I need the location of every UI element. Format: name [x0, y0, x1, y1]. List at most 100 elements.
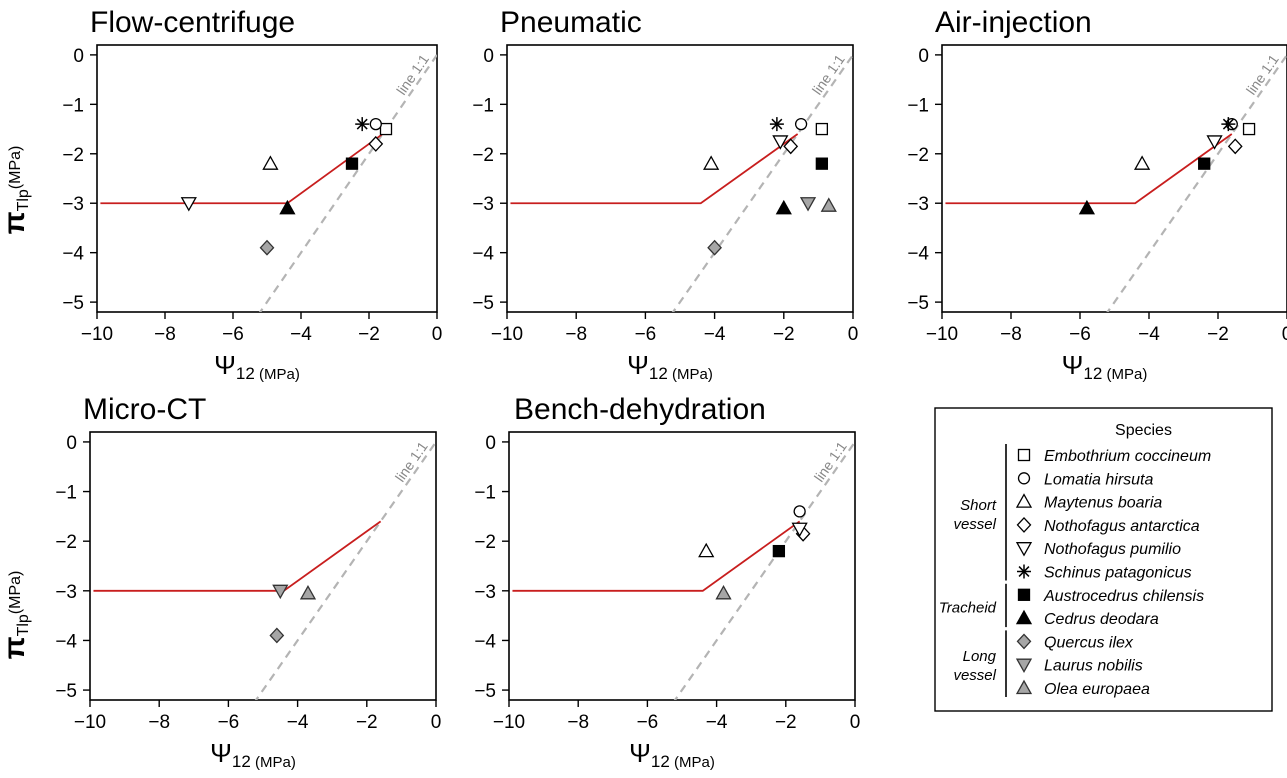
y-tick-label: −5 — [474, 681, 496, 702]
point-austrocedrus-chilensis — [345, 157, 359, 170]
legend-group-label: Short — [960, 497, 997, 514]
legend-marker — [1017, 472, 1031, 485]
legend-marker — [1017, 448, 1031, 462]
point-nothofagus-antarctica — [783, 138, 799, 155]
legend-group-label: vessel — [953, 516, 996, 533]
legend: Species Embothrium coccineum Lomatia hirsu… — [934, 407, 1273, 712]
svg-text:πTlp(MPa): πTlp(MPa) — [0, 146, 32, 235]
y-tick-label: −5 — [62, 293, 84, 314]
y-tick-label: −1 — [62, 95, 84, 116]
point-nothofagus-antarctica — [368, 135, 384, 152]
y-tick-label: −3 — [472, 194, 494, 215]
x-tick-label: 0 — [848, 324, 859, 345]
y-tick-label: −5 — [907, 293, 929, 314]
point-embothrium-coccineum — [379, 122, 393, 136]
y-tick-label: −2 — [55, 532, 77, 553]
panel-air-injection: Air-injection line 1:1 −10 −8 −6 −4 −2 0 0 −1 −2 −3… — [907, 6, 1287, 383]
x-tick-label: −8 — [1000, 324, 1022, 345]
y-tick-label: −4 — [474, 631, 496, 652]
y-tick-label: −1 — [907, 95, 929, 116]
x-tick-label: −10 — [491, 324, 523, 345]
y-tick-label: −2 — [474, 532, 496, 553]
legend-item-label: Maytenus boaria — [1044, 495, 1162, 512]
x-tick-label: −2 — [358, 324, 380, 345]
x-tick-label: −2 — [775, 712, 797, 733]
x-tick-label: −10 — [81, 324, 113, 345]
x-tick-label: −2 — [1207, 324, 1229, 345]
x-tick-label: −8 — [565, 324, 587, 345]
fit-line — [945, 133, 1233, 205]
legend-item-label: Olea europaea — [1044, 681, 1150, 698]
x-axis-label: Ψ12 (MPa) — [214, 350, 300, 383]
legend-title: Species — [1115, 422, 1172, 439]
plot-area: line 1:1 — [93, 438, 436, 700]
y-tick-label: −4 — [55, 631, 77, 652]
panel-flow-centrifuge: Flow-centrifuge line 1:1 −10 −8 −6 −4 −2 0 0 −1 −2… — [0, 6, 442, 383]
legend-item-label: Laurus nobilis — [1044, 658, 1143, 675]
x-tick-label: 0 — [1282, 324, 1287, 345]
y-tick-label: −2 — [62, 145, 84, 166]
identity-line — [254, 440, 436, 700]
point-lomatia-hirsuta — [369, 117, 382, 131]
x-tick-label: 0 — [431, 712, 442, 733]
x-tick-label: −4 — [706, 712, 728, 733]
x-tick-label: −8 — [567, 712, 589, 733]
point-laurus-nobilis — [799, 197, 817, 212]
panel-pneumatic: Pneumatic line 1:1 −10 −8 −6 −4 −2 0 0 −1 −2 −3 −4 −5… — [472, 6, 859, 383]
legend-marker — [1016, 516, 1032, 533]
point-austrocedrus-chilensis — [1198, 157, 1211, 170]
x-tick-label: −6 — [637, 712, 659, 733]
x-tick-label: −4 — [1138, 324, 1160, 345]
axes-frame — [941, 44, 1287, 313]
point-austrocedrus-chilensis — [815, 157, 829, 170]
identity-line — [1106, 52, 1287, 312]
x-tick-label: −10 — [74, 712, 106, 733]
panel-title: Bench-dehydration — [514, 393, 766, 426]
point-olea-europaea — [715, 584, 732, 600]
y-tick-label: −1 — [55, 483, 77, 504]
legend-group-label: Tracheid — [939, 599, 997, 616]
panel-micro-ct: Micro-CT line 1:1 −10 −8 −6 −4 −2 0 0 −1 −2 −3 −4 −5 Ψ… — [0, 393, 442, 771]
point-austrocedrus-chilensis — [772, 544, 786, 558]
legend-group-label: Long — [963, 648, 997, 665]
axes-frame — [96, 44, 438, 313]
axes-frame — [506, 44, 854, 313]
x-tick-label: −2 — [773, 324, 795, 345]
panel-title: Micro-CT — [83, 393, 206, 426]
panel-title: Flow-centrifuge — [90, 6, 295, 39]
legend-group-label: vessel — [953, 667, 996, 684]
identity-line — [671, 52, 853, 312]
axes-frame — [89, 431, 437, 701]
legend-frame — [934, 407, 1273, 712]
plot-area: line 1:1 — [945, 51, 1287, 312]
plot-area: line 1:1 — [510, 51, 853, 312]
panel-title: Pneumatic — [500, 6, 642, 39]
x-axis-label: Ψ12 (MPa) — [629, 738, 715, 771]
point-nothofagus-antarctica — [1227, 138, 1243, 155]
legend-marker — [1015, 609, 1033, 625]
point-nothofagus-pumilio — [772, 135, 789, 150]
axes-frame — [508, 431, 856, 701]
fit-line — [100, 133, 384, 205]
y-tick-label: −4 — [62, 244, 84, 265]
legend-item-label: Nothofagus pumilio — [1044, 541, 1181, 558]
x-tick-label: −10 — [493, 712, 525, 733]
y-tick-label: 0 — [485, 433, 496, 454]
svg-text:πTlp(MPa): πTlp(MPa) — [0, 571, 32, 660]
fit-line — [510, 133, 799, 205]
y-tick-label: 0 — [66, 433, 77, 454]
point-maytenus-boaria — [1133, 155, 1151, 170]
legend-marker — [1015, 658, 1033, 674]
x-tick-label: −10 — [926, 324, 958, 345]
x-tick-label: −6 — [218, 712, 240, 733]
point-embothrium-coccineum — [1242, 122, 1256, 136]
y-tick-label: 0 — [73, 46, 84, 67]
point-nothofagus-pumilio — [791, 522, 808, 538]
point-schinus-patagonicus — [1221, 117, 1236, 132]
legend-marker — [1015, 679, 1033, 695]
y-tick-label: −3 — [55, 582, 77, 603]
legend-marker — [1015, 542, 1033, 557]
x-tick-label: −6 — [635, 324, 657, 345]
x-tick-label: −2 — [356, 712, 378, 733]
x-tick-label: −8 — [148, 712, 170, 733]
